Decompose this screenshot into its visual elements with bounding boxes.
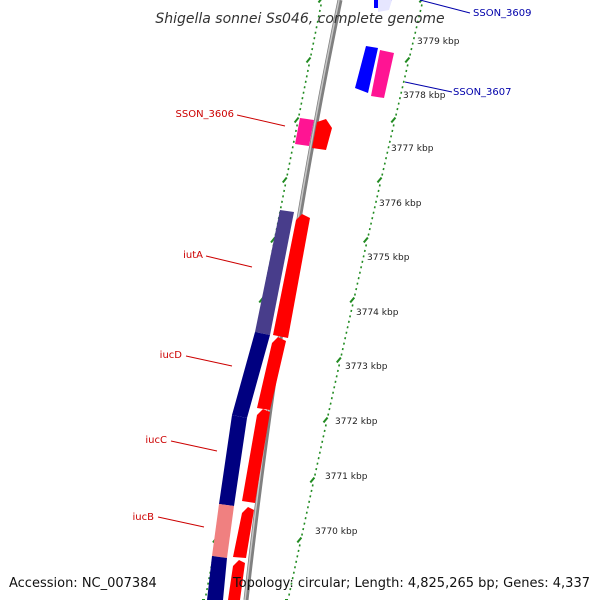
major-tick [305, 56, 312, 64]
gene-iutA-marker[interactable] [255, 210, 294, 335]
major-tick [349, 296, 356, 304]
tick-rings [202, 0, 423, 600]
major-tick [363, 236, 369, 244]
map-title: Shigella sonnei Ss046, complete genome [155, 11, 444, 27]
ruler-label: 3773 kbp [345, 362, 388, 372]
gene-SSON_3606-pseudo-marker[interactable] [295, 118, 314, 146]
major-tick [390, 116, 397, 124]
major-tick [282, 176, 288, 184]
leader-SSON_3606 [236, 114, 286, 127]
gene-labels: SSON_3609 SSON_3607 SSON_3606 iutA iucD … [133, 8, 532, 523]
reverse-strand-genes [355, 0, 394, 98]
gene-SSON_3609-pale [378, 0, 392, 12]
gene-iucC-forward-arrow[interactable] [242, 409, 270, 503]
major-tick [376, 176, 383, 184]
ruler-label: 3777 kbp [391, 144, 434, 154]
gene-label-iutA[interactable]: iutA [183, 250, 203, 261]
major-tick [336, 356, 342, 364]
gene-iucC-marker[interactable] [219, 415, 247, 506]
ruler-label: 3778 kbp [403, 91, 446, 101]
gene-iucD-marker[interactable] [232, 332, 270, 418]
leader-iucB [157, 516, 205, 528]
ruler-label: 3770 kbp [315, 527, 358, 537]
ruler-label: 3776 kbp [379, 199, 422, 209]
gene-SSON_3606-marker[interactable] [312, 119, 332, 150]
ruler-label: 3774 kbp [356, 308, 399, 318]
forward-strand-genes [207, 118, 332, 600]
ruler-label: 3779 kbp [417, 37, 460, 47]
gene-label-leaders [157, 0, 471, 528]
gene-label-SSON_3606[interactable]: SSON_3606 [176, 109, 235, 120]
major-tick [309, 476, 316, 484]
ruler-labels: 3779 kbp 3778 kbp 3777 kbp 3776 kbp 3775 kbp… [315, 37, 460, 537]
major-tick [418, 0, 423, 4]
leader-SSON_3607 [404, 81, 453, 93]
genome-summary: Topology: circular; Length: 4,825,265 bp… [232, 576, 590, 591]
gene-next-forward-arrow[interactable] [228, 560, 245, 600]
major-tick [322, 416, 329, 424]
gene-SSON_3607-marker[interactable] [355, 46, 378, 93]
major-tick [317, 0, 322, 4]
gene-iucD-forward-arrow[interactable] [257, 337, 286, 410]
outer-tick-ring [285, 0, 423, 600]
leader-iucC [170, 440, 218, 452]
ruler-label: 3771 kbp [325, 472, 368, 482]
gene-SSON_3607-pseudo-marker[interactable] [371, 50, 394, 98]
gene-operon-continuation [207, 556, 227, 600]
accession-label: Accession: NC_007384 [9, 576, 157, 591]
major-tick [293, 116, 300, 124]
major-tick [296, 536, 303, 544]
gene-label-iucC[interactable]: iucC [145, 435, 167, 446]
gene-label-SSON_3609[interactable]: SSON_3609 [473, 8, 532, 19]
leader-SSON_3609 [419, 0, 471, 14]
gene-label-iucB[interactable]: iucB [133, 512, 155, 523]
leader-iutA [205, 255, 253, 268]
gene-label-iucD[interactable]: iucD [160, 350, 183, 361]
ruler-label: 3775 kbp [367, 253, 410, 263]
major-tick [404, 56, 411, 64]
leader-iucD [185, 355, 233, 367]
gene-iutA-forward-arrow[interactable] [273, 214, 310, 338]
gene-iucB-forward-arrow[interactable] [233, 507, 254, 558]
gene-label-SSON_3607[interactable]: SSON_3607 [453, 87, 512, 98]
ruler-label: 3772 kbp [335, 417, 378, 427]
gene-iucB-marker[interactable] [212, 504, 234, 558]
